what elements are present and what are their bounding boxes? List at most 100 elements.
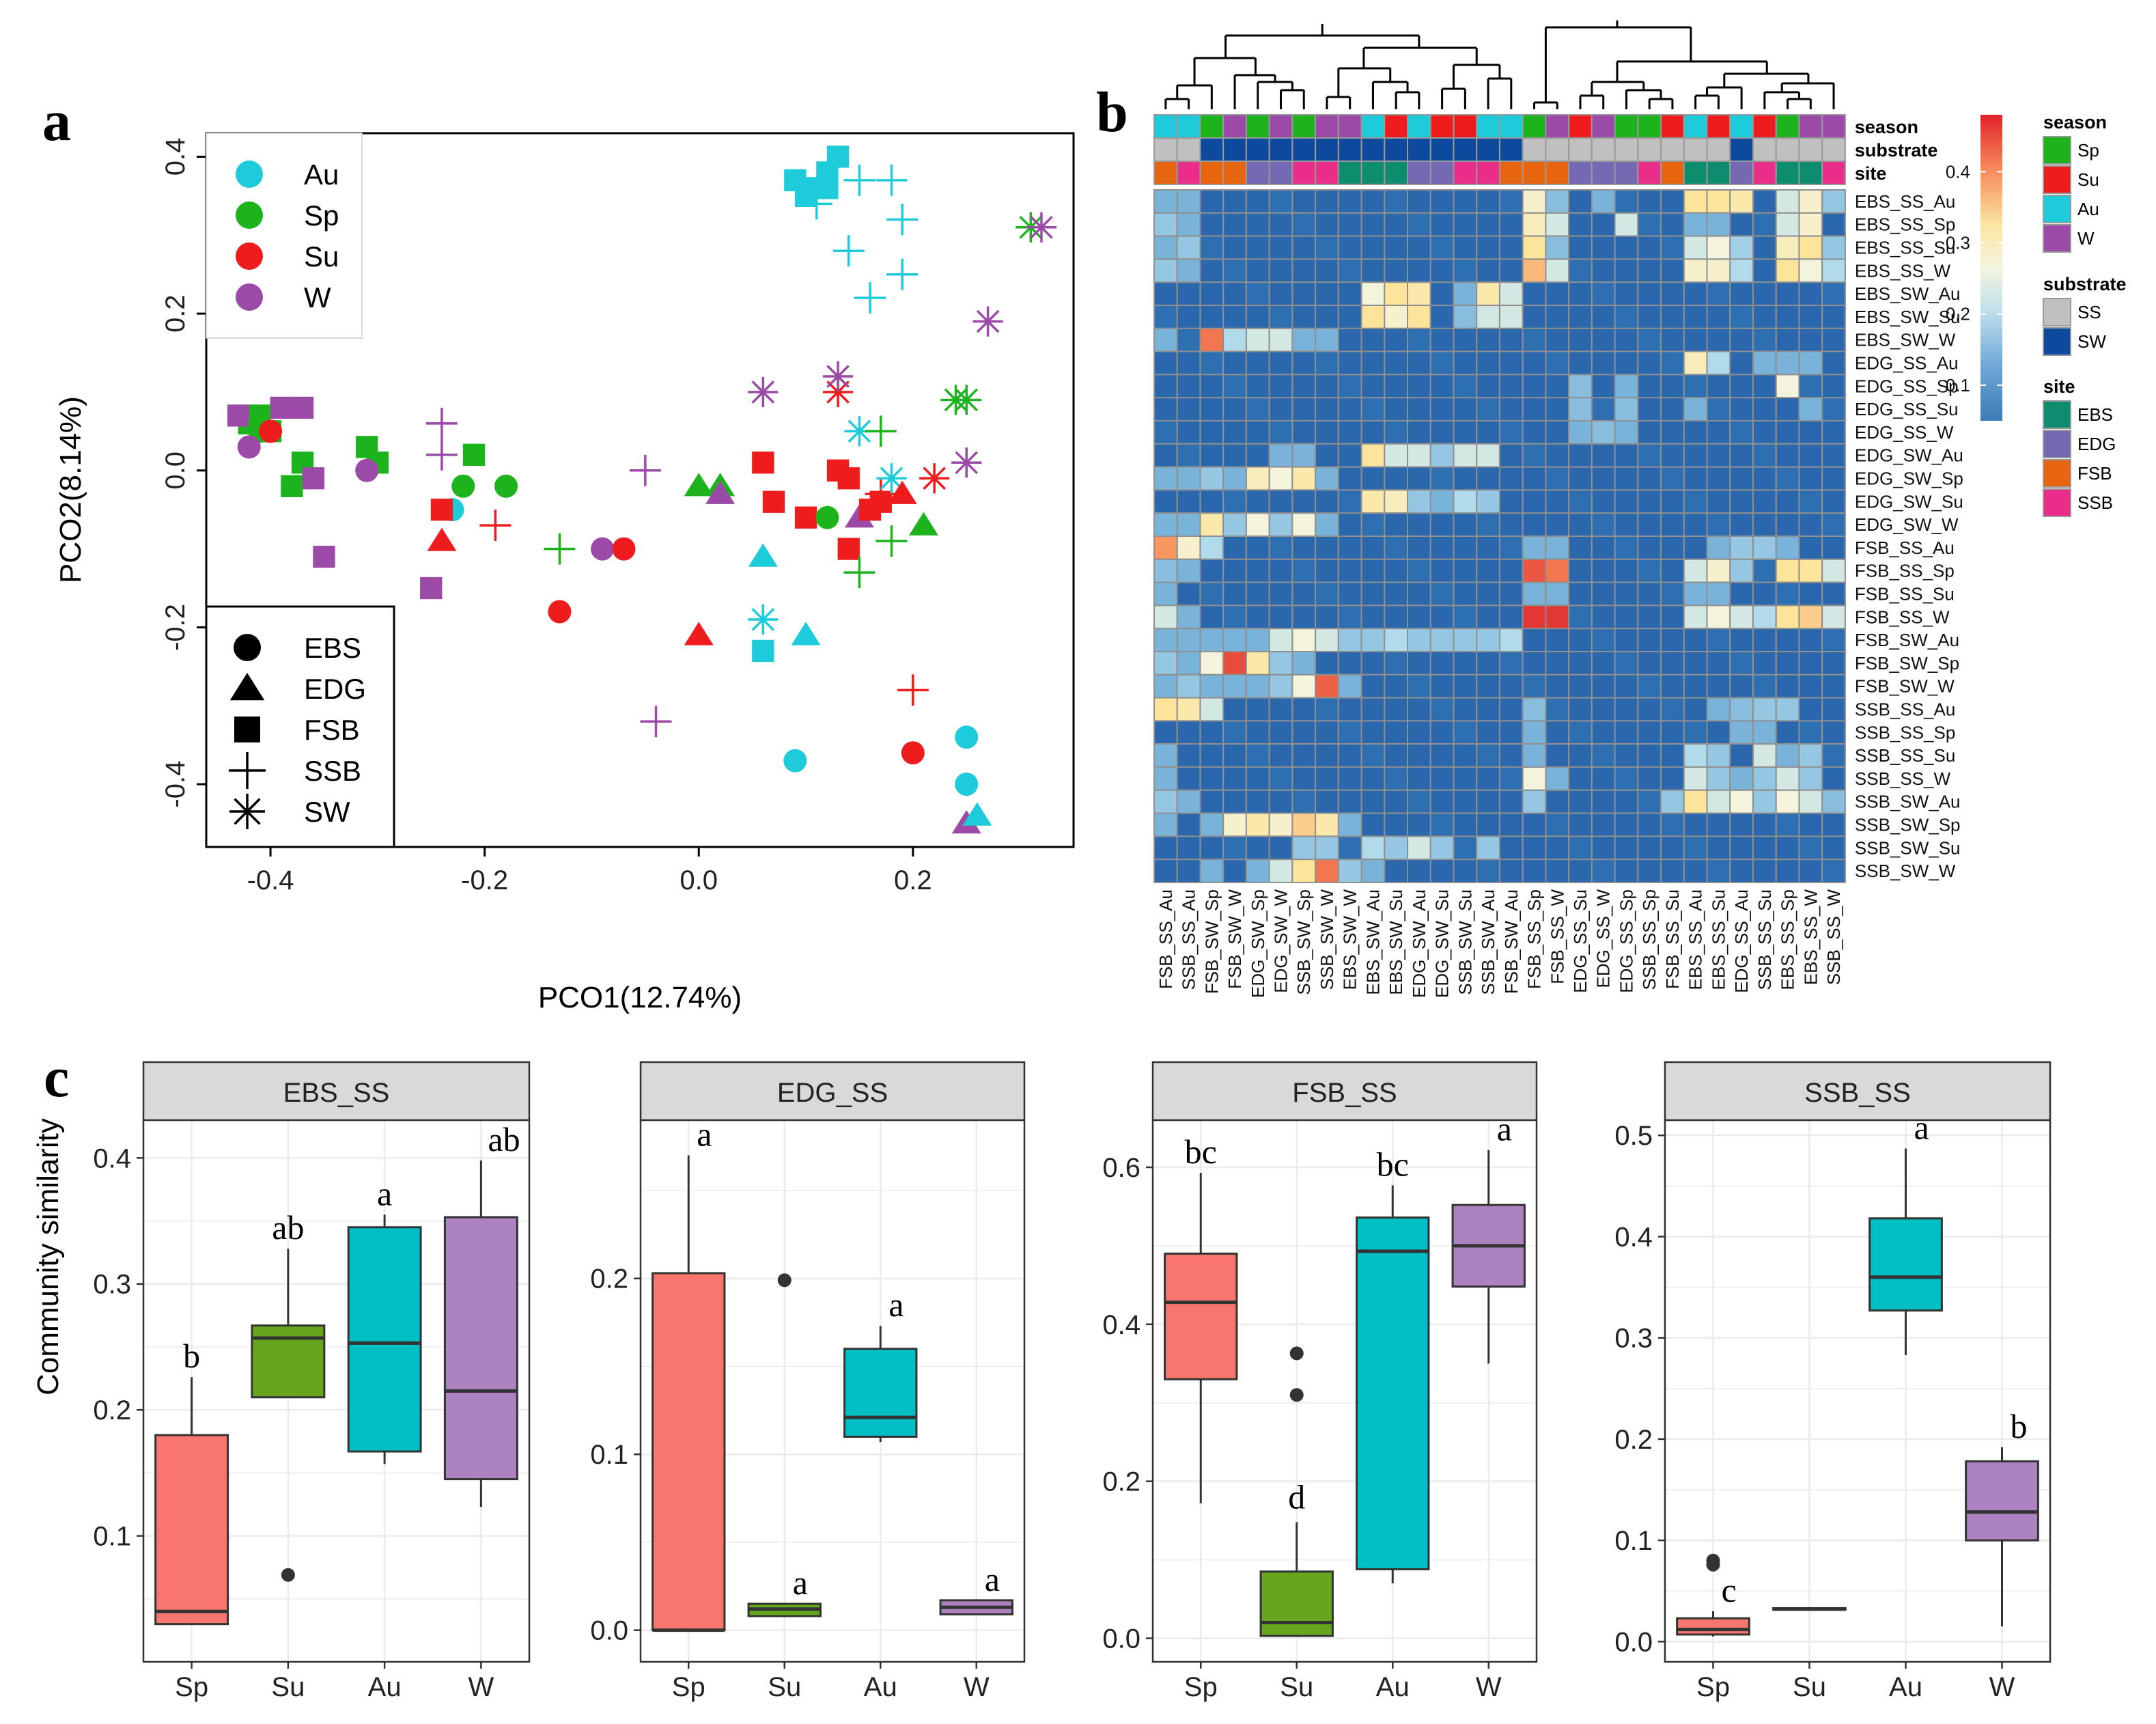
heatmap-cell xyxy=(1337,628,1362,653)
heatmap-cell xyxy=(1407,720,1431,745)
heatmap-cell xyxy=(1498,651,1524,676)
heatmap-cell xyxy=(1453,743,1478,768)
heatmap-cell xyxy=(1407,766,1431,791)
heatmap-cell xyxy=(1706,466,1731,491)
heatmap-cell xyxy=(1798,651,1823,676)
heatmap-cell xyxy=(1660,697,1685,722)
heatmap-annotation-cell xyxy=(1637,161,1662,185)
facet-y-tick-label: 0.0 xyxy=(1102,1624,1140,1654)
heatmap-cell xyxy=(1821,628,1846,653)
heatmap-cell xyxy=(1222,397,1247,422)
heatmap-row-label: EBS_SS_Su xyxy=(1855,238,1955,258)
heatmap-cell xyxy=(1291,581,1317,607)
heatmap-cell xyxy=(1199,420,1224,445)
colorbar-tick-label: 0.4 xyxy=(1946,161,1970,182)
heatmap-cell xyxy=(1591,443,1616,468)
heatmap-cell xyxy=(1268,466,1293,491)
heatmap-cell xyxy=(1660,212,1685,237)
heatmap-cell xyxy=(1568,212,1593,237)
heatmap-annotation-cell xyxy=(1315,161,1339,185)
heatmap-cell xyxy=(1752,258,1777,283)
heatmap-cell xyxy=(1291,766,1317,791)
heatmap-cell xyxy=(1291,305,1317,329)
heatmap-cell xyxy=(1522,581,1547,607)
heatmap-cell xyxy=(1522,859,1547,883)
heatmap-cell xyxy=(1199,812,1224,837)
heatmap-cell xyxy=(1291,789,1317,814)
heatmap-cell xyxy=(1752,466,1777,491)
heatmap-cell xyxy=(1660,489,1685,514)
heatmap-cell xyxy=(1291,489,1317,514)
box-significance-letter: a xyxy=(697,1115,712,1153)
heatmap-cell xyxy=(1545,350,1570,376)
heatmap-cell xyxy=(1637,212,1662,237)
heatmap-cell xyxy=(1453,651,1478,676)
heatmap-cell xyxy=(1176,327,1201,352)
heatmap-cell xyxy=(1337,374,1362,399)
heatmap-cell xyxy=(1291,604,1317,630)
heatmap-cell xyxy=(1729,651,1754,676)
heatmap-cell xyxy=(1683,604,1708,630)
heatmap-annotation-cell xyxy=(1429,114,1455,139)
heatmap-legend-key xyxy=(2043,136,2071,165)
heatmap-cell xyxy=(1591,766,1616,791)
heatmap-cell xyxy=(1660,189,1685,214)
heatmap-cell xyxy=(1245,789,1270,814)
heatmap-cell xyxy=(1360,812,1386,837)
heatmap-cell xyxy=(1729,235,1754,260)
heatmap-annotation-cell xyxy=(1268,161,1293,185)
colorbar-tick-label: 0.2 xyxy=(1946,304,1970,324)
heatmap-cell xyxy=(1176,536,1201,560)
heatmap-cell xyxy=(1798,258,1823,283)
heatmap-annotation-cell xyxy=(1199,161,1224,185)
heatmap-cell xyxy=(1245,766,1270,791)
heatmap-col-label: EBS_SW_Au xyxy=(1362,889,1383,995)
heatmap-cell xyxy=(1821,558,1846,583)
heatmap-column-labels: FSB_SS_Au SSB_SS_Au FSB_SW_Sp FSB_SW_W EDG_S… xyxy=(1156,889,1844,998)
heatmap-cell xyxy=(1545,697,1570,722)
heatmap-cell xyxy=(1522,558,1547,583)
heatmap-cell xyxy=(1315,258,1339,283)
heatmap-cell xyxy=(1568,766,1593,791)
heatmap-row-label: FSB_SS_Sp xyxy=(1855,561,1955,581)
heatmap-cell xyxy=(1568,604,1593,630)
heatmap-cell xyxy=(1429,327,1455,352)
pcoa-point xyxy=(919,463,950,494)
heatmap-col-label: SSB_SW_Su xyxy=(1455,889,1475,995)
heatmap-col-label: FSB_SW_W xyxy=(1224,889,1245,989)
heatmap-cell xyxy=(1568,651,1593,676)
heatmap-cell xyxy=(1775,397,1800,422)
heatmap-annotation-cell xyxy=(1706,114,1731,139)
heatmap-cell xyxy=(1798,673,1823,699)
facet-y-tick-label: 0.5 xyxy=(1614,1121,1653,1151)
box-Su: d xyxy=(1259,1346,1334,1637)
heatmap-cell xyxy=(1660,558,1685,583)
facet-strip xyxy=(1664,1061,2052,1122)
heatmap-cell xyxy=(1360,235,1386,260)
heatmap-cell xyxy=(1476,327,1500,352)
heatmap-cell xyxy=(1268,420,1293,445)
heatmap-cell xyxy=(1706,305,1731,329)
pcoa-y-tick-label: 0.4 xyxy=(160,138,191,176)
heatmap-cell xyxy=(1706,812,1731,837)
heatmap-cell xyxy=(1706,743,1731,768)
heatmap-cell xyxy=(1337,604,1362,630)
facet-x-tick-label: Su xyxy=(1793,1672,1826,1702)
heatmap-annotation-cell xyxy=(1798,161,1823,185)
heatmap-cell xyxy=(1614,374,1639,399)
heatmap-legend-key xyxy=(2043,195,2071,223)
heatmap-cell xyxy=(1798,812,1823,837)
heatmap-cell xyxy=(1384,466,1409,491)
heatmap-cell xyxy=(1153,489,1178,514)
heatmap-cell xyxy=(1498,466,1524,491)
heatmap-annotation-cell xyxy=(1315,114,1339,139)
heatmap-cell xyxy=(1429,697,1455,722)
heatmap-cell xyxy=(1683,350,1708,376)
heatmap-cell xyxy=(1683,489,1708,514)
heatmap-cell xyxy=(1453,350,1478,376)
heatmap-cell xyxy=(1775,305,1800,329)
heatmap-cell xyxy=(1476,258,1500,283)
heatmap-cell xyxy=(1729,789,1754,814)
heatmap-cell xyxy=(1614,536,1639,560)
heatmap-cell xyxy=(1407,789,1431,814)
